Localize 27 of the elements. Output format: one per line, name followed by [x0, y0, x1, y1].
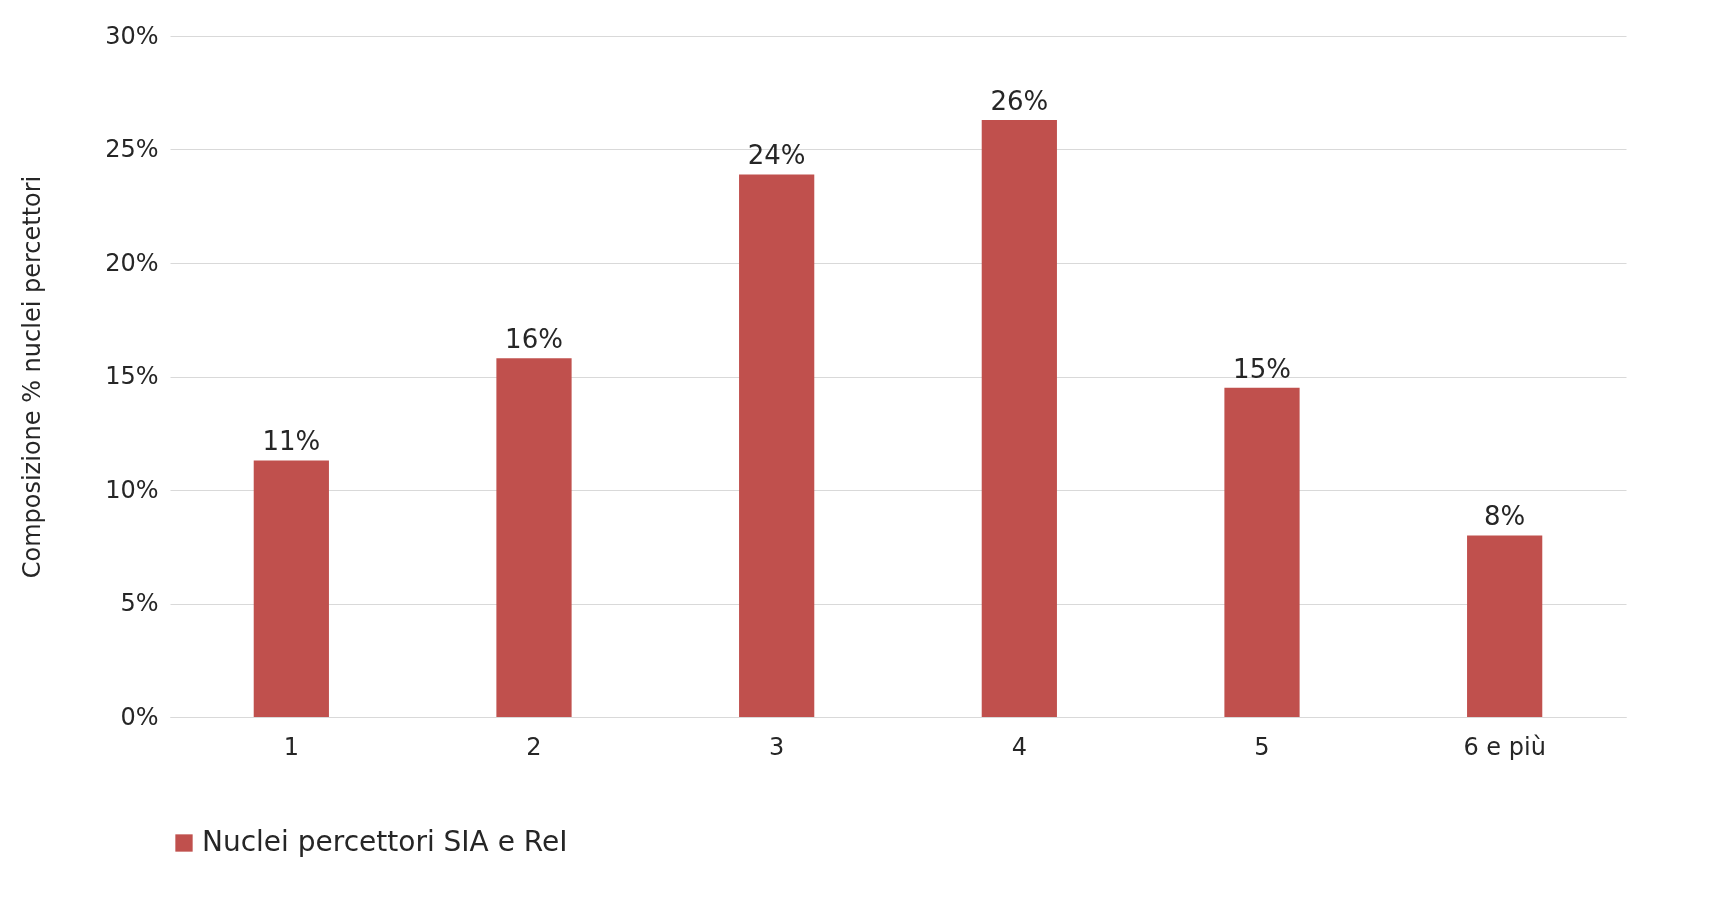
y-tick-label: 5% [120, 589, 159, 617]
y-tick-label: 15% [105, 362, 159, 390]
x-tick-label: 5 [1254, 732, 1270, 761]
y-tick-label: 10% [105, 475, 159, 504]
y-tick-label: 20% [105, 248, 159, 277]
data-label: 24% [747, 140, 806, 171]
x-tick-label: 4 [1011, 732, 1027, 761]
y-tick-label: 25% [105, 135, 159, 163]
data-label: 16% [505, 324, 563, 355]
y-axis-title: Composizione % nuclei percettori [18, 175, 47, 579]
data-label: 26% [990, 85, 1049, 116]
x-tick-label: 6 e più [1463, 732, 1546, 761]
bar [1224, 387, 1300, 717]
x-tick-label: 3 [769, 732, 785, 761]
bar [981, 119, 1057, 717]
bar [739, 174, 815, 717]
bar [253, 460, 329, 717]
bar [496, 358, 572, 717]
x-tick-label: 2 [526, 732, 542, 761]
x-tick-label: 1 [283, 732, 299, 761]
legend-label: Nuclei percettori SIA e ReI [202, 825, 568, 858]
bar [1467, 535, 1543, 717]
y-tick-label: 0% [120, 702, 159, 731]
data-label: 8% [1484, 501, 1526, 532]
y-tick-label: 30% [105, 21, 159, 50]
data-label: 15% [1233, 353, 1291, 384]
data-label: 11% [262, 426, 321, 457]
